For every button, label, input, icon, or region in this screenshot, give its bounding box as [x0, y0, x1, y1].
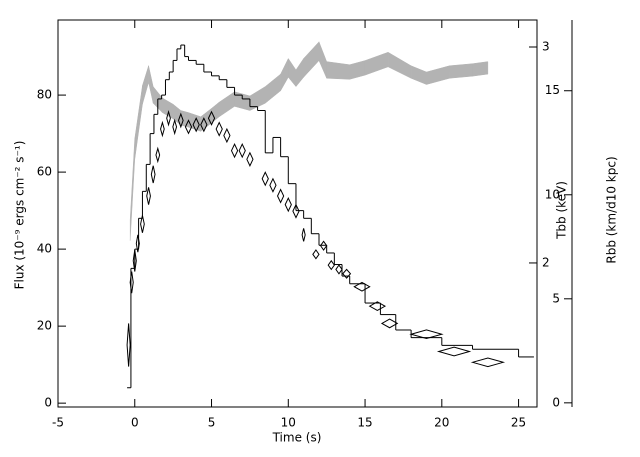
temperature-point	[284, 196, 292, 213]
radius-band	[134, 85, 143, 160]
radius-band	[426, 65, 450, 85]
temperature-point	[155, 146, 161, 164]
radius-band	[349, 60, 366, 80]
temperature-point	[342, 268, 352, 279]
temperature-point	[246, 151, 254, 167]
y3-axis-label: Rbb (km/d10 kpc)	[605, 156, 619, 263]
temperature-point	[238, 143, 246, 159]
temperature-point	[177, 112, 184, 129]
radius-band	[303, 41, 320, 78]
x-tick-label: 5	[208, 416, 216, 430]
y-tick-label: 60	[37, 165, 52, 179]
plot-frame	[57, 19, 538, 408]
y-tick-label: 40	[37, 242, 52, 256]
radius-band	[472, 61, 489, 77]
radius-band	[288, 57, 297, 88]
temperature-point	[160, 120, 165, 138]
y2-tick-label: 2	[542, 255, 550, 269]
radius-band	[218, 91, 235, 118]
temperature-point	[215, 121, 223, 137]
temperature-point	[353, 281, 371, 292]
radius-band	[148, 65, 154, 104]
y3-tick-label: 0	[552, 395, 560, 409]
temperature-point	[129, 271, 134, 294]
temperature-point	[319, 240, 328, 251]
radius-band	[326, 61, 350, 80]
temperature-point	[150, 165, 156, 184]
temperature-point	[207, 110, 216, 126]
x-tick-label: 0	[131, 416, 139, 430]
radius-band	[265, 73, 281, 104]
temperature-point	[312, 249, 320, 260]
temperature-point	[470, 357, 506, 368]
radius-band	[280, 58, 289, 92]
y-axis-label: Flux (10⁻⁹ ergs cm⁻² s⁻¹)	[13, 141, 27, 290]
temperature-point	[192, 117, 200, 133]
radius-band	[129, 138, 136, 241]
y3-tick-label: 5	[552, 291, 560, 305]
temperature-point	[276, 188, 285, 204]
temperature-point	[327, 259, 335, 271]
temperature-point	[200, 117, 208, 133]
radius-band	[364, 51, 389, 76]
temperature-point	[269, 177, 277, 193]
temperature-point	[380, 318, 399, 329]
temperature-point	[292, 203, 300, 219]
radius-band	[295, 57, 304, 88]
temperature-point	[166, 109, 171, 127]
x-tick-label: 25	[511, 416, 526, 430]
temperature-point	[436, 346, 472, 357]
y-tick-label: 20	[37, 319, 52, 333]
temperature-point	[230, 143, 239, 159]
y-tick-label: 80	[37, 88, 52, 102]
radius-band	[318, 41, 327, 79]
temperature-point	[335, 264, 343, 275]
x-axis-label: Time (s)	[272, 431, 322, 445]
temperature-point	[223, 127, 231, 144]
temperature-point	[146, 187, 151, 205]
y2-axis-label: Tbb (keV)	[555, 181, 569, 240]
temperature-point	[135, 234, 140, 253]
radius-band	[211, 101, 220, 124]
x-tick-label: 20	[434, 416, 449, 430]
radius-band	[410, 65, 427, 85]
temperature-point	[184, 119, 193, 135]
temperature-point	[301, 228, 306, 242]
temperature-point	[126, 323, 131, 367]
temperature-point	[132, 249, 137, 272]
radius-band	[449, 63, 473, 79]
temperature-point	[172, 118, 178, 136]
y-tick-label: 0	[44, 396, 52, 410]
temperature-point	[409, 329, 444, 340]
y2-tick-label: 3	[542, 39, 550, 53]
y3-tick-label: 10	[545, 187, 560, 201]
x-tick-label: 15	[357, 416, 372, 430]
radius-band	[142, 65, 149, 105]
temperature-point	[261, 171, 269, 187]
y3-tick-label: 15	[545, 83, 560, 97]
x-tick-label: 10	[281, 416, 296, 430]
radius-band	[387, 51, 412, 79]
temperature-point	[368, 301, 387, 312]
temperature-point	[140, 215, 145, 233]
x-tick-label: -5	[52, 416, 64, 430]
